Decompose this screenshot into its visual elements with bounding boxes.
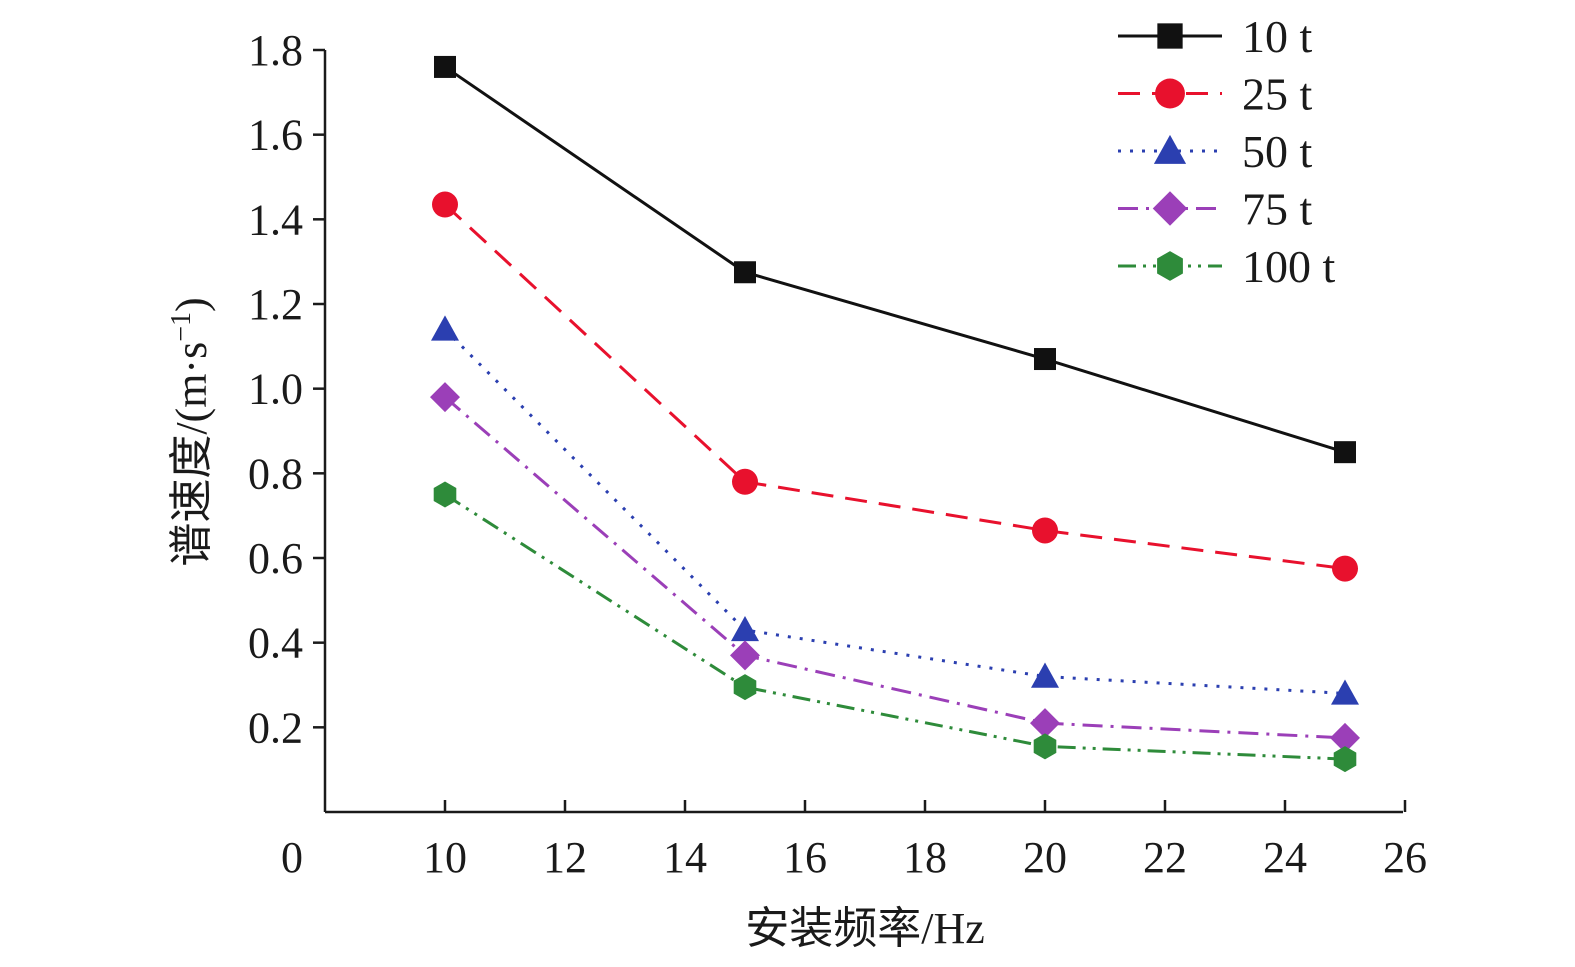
- y-axis-title: 谱速度/(m·s−1): [166, 297, 216, 566]
- legend-marker-75t: [1152, 191, 1188, 226]
- y-tick-label: 0.2: [248, 703, 303, 752]
- data-point-10t: [434, 55, 456, 78]
- data-point-50t: [1031, 662, 1059, 688]
- data-point-75t: [1030, 708, 1060, 739]
- x-axis-title: 安装频率/Hz: [745, 904, 985, 953]
- x-tick-label: 24: [1263, 833, 1307, 882]
- tick-marks: [313, 48, 1407, 812]
- y-tick-label: 1.4: [248, 195, 303, 244]
- y-tick-label: 1.0: [248, 365, 303, 414]
- series-line-100t: [444, 493, 1346, 761]
- x-tick-label: 10: [423, 833, 467, 882]
- data-point-25t: [1032, 517, 1058, 544]
- y-axis-title-sup: −1: [166, 312, 197, 342]
- legend-marker-50t: [1153, 134, 1187, 164]
- legend-marker-10t: [1157, 23, 1183, 49]
- x-tick-label: 22: [1143, 833, 1187, 882]
- y-tick-label: 0.4: [248, 619, 303, 668]
- x-tick-label: 26: [1383, 833, 1427, 882]
- series-line-50t: [443, 328, 1346, 695]
- data-point-50t: [731, 615, 759, 642]
- y-axis-title-main: 谱速度/(m·s: [167, 342, 216, 567]
- data-point-10t: [734, 261, 756, 284]
- data-point-75t: [430, 382, 460, 413]
- data-point-10t: [1334, 441, 1356, 464]
- series-line-75t: [444, 395, 1346, 740]
- x-tick-label: 18: [903, 833, 947, 882]
- axes: [323, 50, 1403, 814]
- y-tick-label: 1.2: [248, 280, 303, 329]
- tick-labels: 0.2 0.4 0.6 0.8 1.0 1.2 1.4 1.6 1.8 0 10 12 14 16 18 20…: [248, 26, 1427, 882]
- x-tick-label: 14: [663, 833, 707, 882]
- legend-label-10t: 10 t: [1242, 11, 1313, 62]
- x-tick-label: 12: [543, 833, 587, 882]
- x-tick-label: 0: [281, 833, 303, 882]
- data-point-100t: [433, 481, 457, 508]
- y-tick-label: 0.8: [248, 449, 303, 498]
- legend-marker-25t: [1155, 78, 1185, 109]
- legend-label-100t: 100 t: [1242, 241, 1336, 292]
- data-point-100t: [733, 674, 757, 701]
- data-point-25t: [732, 468, 758, 495]
- series-lines: [443, 65, 1346, 761]
- data-point-25t: [432, 191, 458, 218]
- legend-label-25t: 25 t: [1242, 69, 1313, 120]
- x-tick-label: 20: [1023, 833, 1067, 882]
- data-point-75t: [730, 640, 760, 671]
- legend: 10 t 25 t 50 t 75 t 100 t: [1118, 11, 1336, 292]
- y-tick-label: 1.8: [248, 26, 303, 75]
- data-point-50t: [1331, 679, 1359, 705]
- series-line-25t: [443, 203, 1346, 571]
- data-point-100t: [1033, 733, 1057, 760]
- y-tick-label: 0.6: [248, 534, 303, 583]
- legend-label-75t: 75 t: [1242, 184, 1313, 235]
- series-line-10t: [444, 65, 1346, 454]
- legend-label-50t: 50 t: [1242, 126, 1313, 177]
- legend-marker-100t: [1157, 251, 1183, 281]
- x-tick-label: 16: [783, 833, 827, 882]
- series-markers: [430, 55, 1360, 773]
- y-axis-title-close: ): [167, 297, 216, 312]
- data-point-10t: [1034, 348, 1056, 371]
- y-tick-label: 1.6: [248, 111, 303, 160]
- data-point-25t: [1332, 555, 1358, 582]
- data-point-50t: [431, 315, 459, 341]
- data-point-75t: [1330, 722, 1360, 753]
- data-point-100t: [1333, 746, 1357, 773]
